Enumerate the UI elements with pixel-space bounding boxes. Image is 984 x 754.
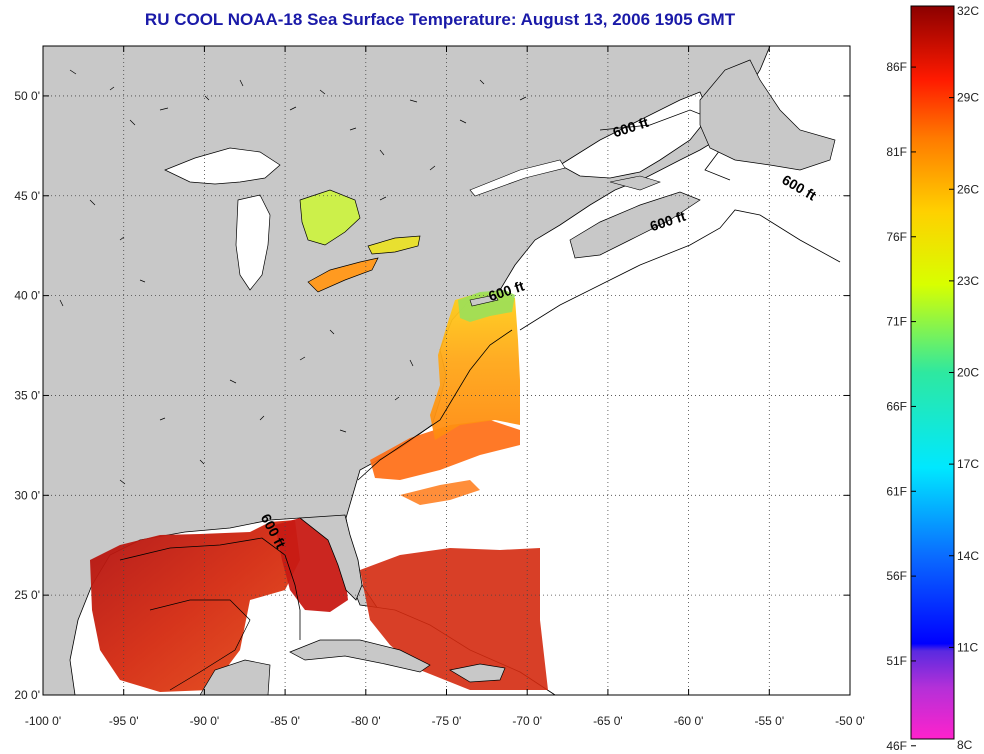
lake-erie xyxy=(307,257,379,293)
lat-tick-label: 35 0' xyxy=(14,388,40,402)
longitude-ticks: -100 0' -95 0' -90 0' -85 0' -80 0' -75 0' -70… xyxy=(25,46,865,728)
lat-tick-label: 20 0' xyxy=(14,688,40,702)
colorbar-fahrenheit-label: 71F xyxy=(886,315,907,329)
long-island xyxy=(469,294,499,307)
lat-tick-label: 45 0' xyxy=(14,189,40,203)
gulf-st-lawrence xyxy=(559,91,711,179)
sst-gulf-stream xyxy=(370,420,520,480)
cuba xyxy=(289,639,431,673)
colorbar-fahrenheit-label: 86F xyxy=(886,60,907,74)
colorbar-fahrenheit-label: 76F xyxy=(886,230,907,244)
colorbar-celsius-label: 20C xyxy=(957,366,979,380)
sst-mid-atlantic-shelf xyxy=(430,292,520,440)
contour-600ft-gulf-inner xyxy=(149,599,251,691)
lake-michigan xyxy=(235,194,271,291)
map-title: RU COOL NOAA-18 Sea Surface Temperature:… xyxy=(144,10,736,29)
colorbar-fahrenheit-label: 61F xyxy=(886,484,907,498)
scattered-lakes xyxy=(59,69,527,485)
yucatan xyxy=(199,659,271,695)
florida-peninsula xyxy=(298,514,363,601)
colorbar xyxy=(910,5,955,740)
lon-tick-label: -70 0' xyxy=(512,714,542,728)
colorbar-celsius-label: 17C xyxy=(957,457,979,471)
contour-600ft-east-coast xyxy=(357,329,513,481)
lon-tick-label: -90 0' xyxy=(190,714,220,728)
lon-tick-label: -75 0' xyxy=(432,714,462,728)
colorbar-celsius-label: 23C xyxy=(957,274,979,288)
lon-tick-label: -100 0' xyxy=(25,714,61,728)
lat-tick-label: 25 0' xyxy=(14,588,40,602)
lake-superior xyxy=(164,147,281,185)
prince-edward-island xyxy=(609,175,661,191)
colorbar-celsius-labels: 32C 29C 26C 23C 20C 17C 14C 11C 8C xyxy=(949,4,979,752)
lon-tick-label: -95 0' xyxy=(109,714,139,728)
contour-600ft-gulf xyxy=(119,537,301,640)
colorbar-celsius-label: 11C xyxy=(957,640,978,654)
lon-tick-label: -55 0' xyxy=(754,714,784,728)
lon-tick-label: -80 0' xyxy=(351,714,381,728)
lon-tick-label: -60 0' xyxy=(674,714,704,728)
lon-tick-label: -65 0' xyxy=(593,714,623,728)
colorbar-fahrenheit-label: 66F xyxy=(886,399,907,413)
sst-gulf-stream-patches xyxy=(400,480,480,505)
hispaniola xyxy=(449,663,506,683)
newfoundland xyxy=(699,59,836,171)
colorbar-fahrenheit-label: 81F xyxy=(886,145,907,159)
colorbar-fahrenheit-labels: 86F 81F 76F 71F 66F 61F 56F 51F 46F xyxy=(886,60,916,753)
colorbar-celsius-label: 14C xyxy=(957,549,979,563)
colorbar-fahrenheit-label: 46F xyxy=(886,739,907,753)
lat-tick-label: 40 0' xyxy=(14,289,40,303)
lake-ontario xyxy=(367,235,421,255)
contour-600ft-north xyxy=(519,209,841,331)
lon-tick-label: -85 0' xyxy=(270,714,300,728)
colorbar-fahrenheit-label: 51F xyxy=(886,654,907,668)
map-gridlines xyxy=(43,46,850,695)
colorbar-celsius-label: 8C xyxy=(957,738,973,752)
sst-gulf-of-mexico xyxy=(90,520,300,692)
lat-tick-label: 30 0' xyxy=(14,488,40,502)
colorbar-celsius-label: 32C xyxy=(957,4,979,18)
colorbar-celsius-label: 29C xyxy=(957,91,979,105)
nova-scotia xyxy=(569,191,701,259)
lon-tick-label: -50 0' xyxy=(835,714,865,728)
sst-new-york-bight xyxy=(458,290,515,322)
lat-tick-label: 50 0' xyxy=(14,89,40,103)
lake-huron xyxy=(299,189,361,246)
latitude-ticks: 20 0' 25 0' 30 0' 35 0' 40 0' 45 0' 50 0' xyxy=(14,89,850,702)
colorbar-fahrenheit-label: 56F xyxy=(886,569,907,583)
colorbar-celsius-label: 26C xyxy=(957,182,979,196)
